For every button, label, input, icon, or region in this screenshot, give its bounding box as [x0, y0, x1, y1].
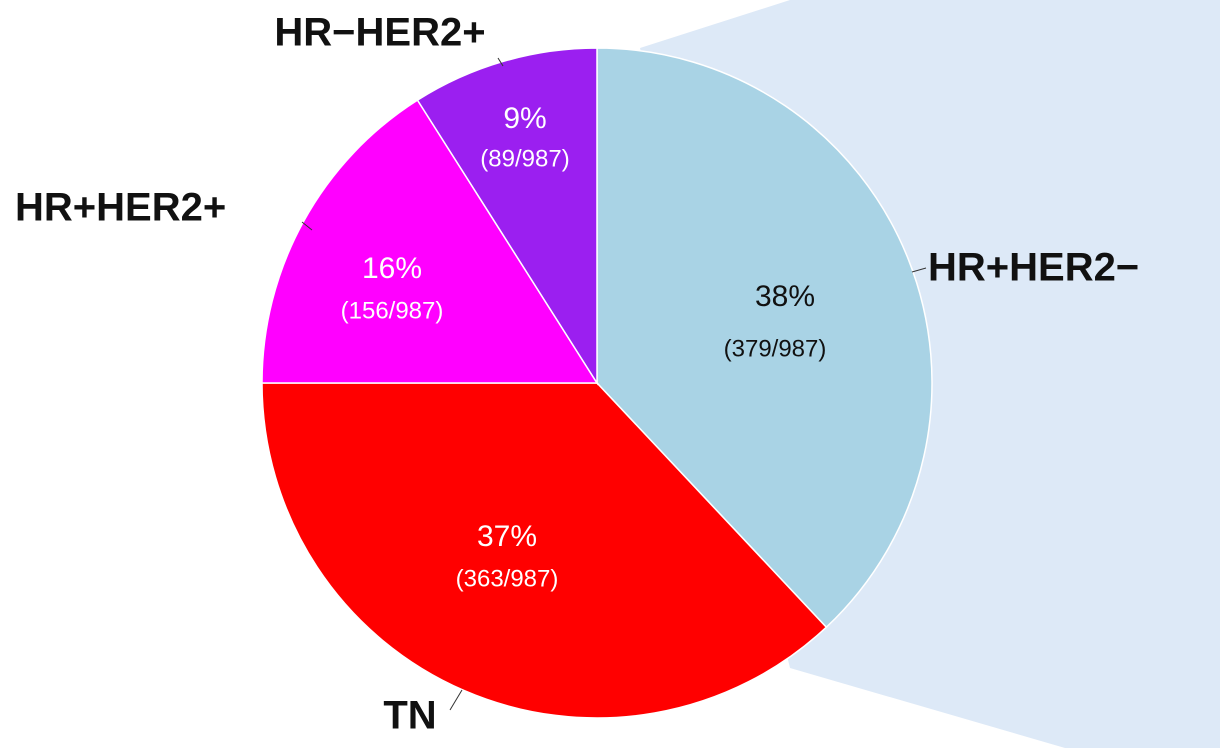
- pie-slice: [596, 47, 933, 629]
- slice-count-label: (156/987): [341, 297, 444, 324]
- slice-percent-label: 38%: [755, 280, 815, 313]
- slice-count-label: (379/987): [724, 335, 827, 362]
- slice-count-label: (363/987): [456, 565, 559, 592]
- slice-count-label: (89/987): [480, 145, 569, 172]
- slice-percent-label: 16%: [362, 252, 422, 285]
- leader-line: [911, 267, 927, 273]
- leader-line: [497, 57, 504, 67]
- pie-slice: [261, 99, 599, 384]
- category-label: HR+HER2+: [15, 186, 226, 230]
- leader-line: [301, 221, 313, 231]
- pie-slice: [416, 47, 598, 386]
- leader-line: [449, 689, 463, 711]
- category-label: TN: [383, 694, 436, 738]
- slice-percent-label: 37%: [477, 520, 537, 553]
- category-label: HR+HER2−: [928, 246, 1139, 290]
- pie-slice: [261, 382, 828, 719]
- category-label: HR−HER2+: [274, 11, 485, 55]
- slice-percent-label: 9%: [503, 102, 546, 135]
